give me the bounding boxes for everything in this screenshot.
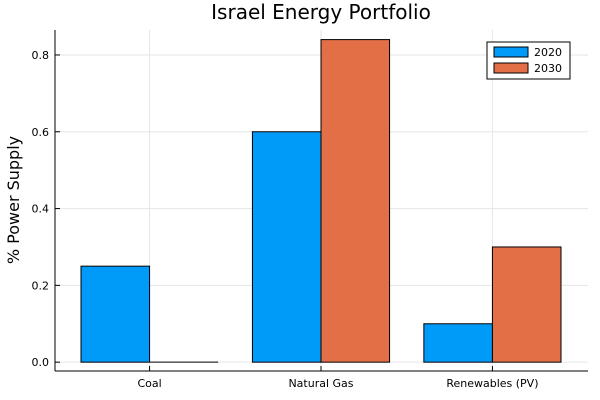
y-tick-label: 0.6 bbox=[32, 126, 50, 139]
y-tick-label: 0.0 bbox=[32, 356, 50, 369]
bar-2020-1 bbox=[251, 131, 322, 363]
y-axis-label: % Power Supply bbox=[4, 136, 23, 264]
bar-2030-1 bbox=[320, 39, 391, 363]
legend-swatch-2020 bbox=[493, 46, 529, 58]
x-ticks: Coal Natural Gas Renewables (PV) bbox=[137, 366, 539, 390]
legend-label-2020: 2020 bbox=[534, 46, 562, 59]
legend: 2020 2030 bbox=[486, 41, 571, 80]
y-ticks: 0.0 0.2 0.4 0.6 0.8 bbox=[32, 49, 60, 369]
legend-swatch-2030 bbox=[493, 62, 529, 74]
x-tick-label: Natural Gas bbox=[288, 377, 353, 390]
y-tick-label: 0.8 bbox=[32, 49, 50, 62]
bar-2030-2 bbox=[491, 246, 562, 363]
bars bbox=[80, 39, 562, 363]
chart-title: Israel Energy Portfolio bbox=[211, 0, 431, 24]
bar-2020-2 bbox=[423, 323, 493, 363]
bar-2020-0 bbox=[80, 265, 151, 363]
legend-label-2030: 2030 bbox=[534, 62, 562, 75]
y-tick-label: 0.4 bbox=[32, 203, 50, 216]
x-tick-label: Renewables (PV) bbox=[446, 377, 538, 390]
y-tick-label: 0.2 bbox=[32, 279, 50, 292]
x-tick-label: Coal bbox=[137, 377, 161, 390]
